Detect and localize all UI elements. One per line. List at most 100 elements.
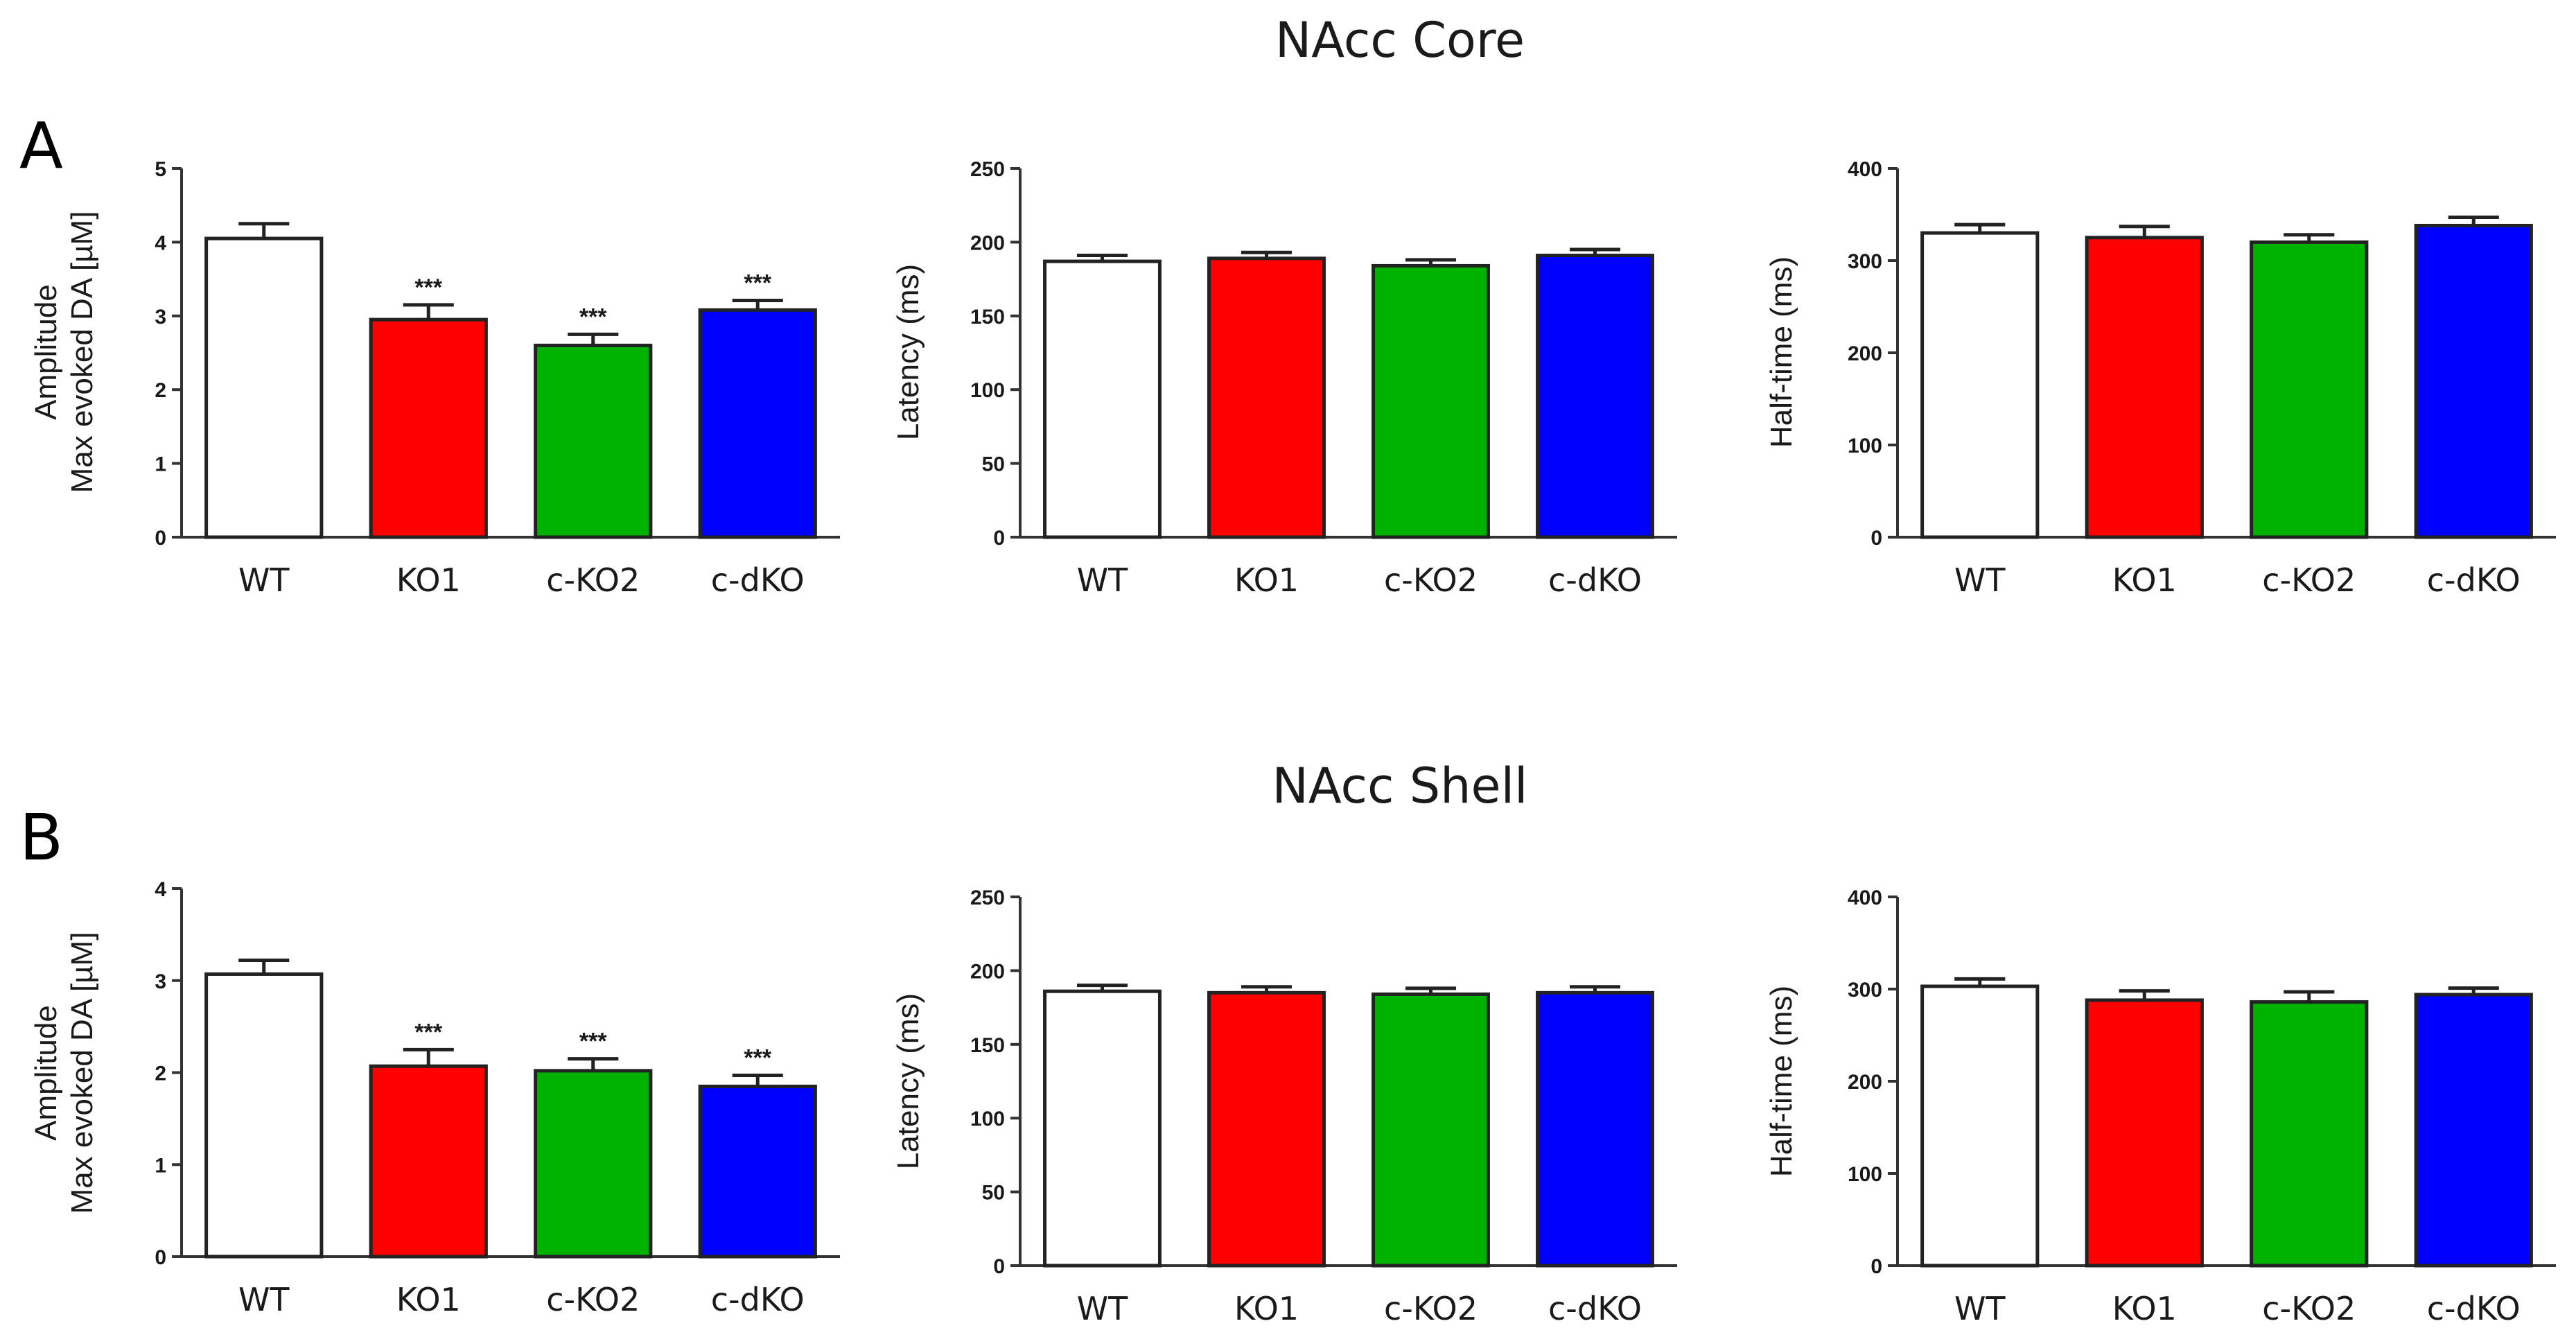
- significance-label: ***: [744, 270, 771, 296]
- y-tick-label: 100: [1848, 1163, 1882, 1186]
- significance-label: ***: [744, 1045, 771, 1071]
- bar-c-ko2: [534, 1069, 653, 1259]
- y-tick-label: 1: [155, 1154, 166, 1177]
- chart-3: 0 100 200 300 400 Half-time (ms) WT KO1 c-KO2 c-d…: [1764, 158, 2556, 599]
- bar-wt: [1043, 989, 1162, 1268]
- y-tick-label: 200: [1848, 342, 1882, 365]
- x-category-label: c-dKO: [1548, 561, 1642, 599]
- bar-wt: [204, 972, 324, 1259]
- bar-c-dko: [1536, 990, 1654, 1268]
- y-tick-label: 100: [970, 1108, 1005, 1130]
- y-axis-label: Half-time (ms): [1764, 256, 1798, 448]
- x-category-label: c-KO2: [1384, 561, 1478, 599]
- y-tick-label: 0: [993, 1255, 1005, 1278]
- bar-wt: [1043, 259, 1162, 539]
- row-title-core: NAcc Core: [1275, 12, 1525, 69]
- bar-c-dko: [1536, 254, 1654, 539]
- x-category-label: KO1: [1234, 1290, 1299, 1327]
- y-tick-label: 4: [155, 231, 166, 254]
- x-category-label: c-KO2: [546, 561, 640, 599]
- bar-c-ko2: [1372, 992, 1490, 1268]
- y-tick-label: 0: [155, 1246, 166, 1269]
- y-tick-label: 150: [970, 306, 1005, 329]
- y-tick-label: 5: [155, 158, 166, 181]
- y-tick-label: 200: [970, 231, 1005, 254]
- y-axis-label-line: Amplitude: [29, 1005, 63, 1141]
- chart-4: 0 1 2 3 4 Amplitude Max evoked DA [µM] WT *** KO1…: [29, 878, 840, 1318]
- y-axis-label: Latency (ms): [891, 264, 925, 440]
- x-category-label: KO1: [2112, 1290, 2177, 1327]
- y-tick-label: 200: [1848, 1071, 1882, 1094]
- bar-c-dko: [2414, 223, 2533, 539]
- chart-2: 0 50 100 150 200 250 Latency (ms) WT KO1 c-KO2 c-d…: [891, 158, 1677, 599]
- y-tick-label: 100: [970, 379, 1005, 402]
- bar-c-ko2: [2250, 240, 2369, 539]
- y-tick-label: 300: [1848, 250, 1882, 273]
- x-category-label: c-KO2: [2262, 561, 2356, 599]
- bar-wt: [1920, 984, 2040, 1268]
- y-tick-label: 3: [155, 970, 166, 993]
- y-tick-label: 50: [982, 1182, 1005, 1205]
- significance-label: ***: [579, 304, 607, 330]
- x-category-label: c-KO2: [1384, 1290, 1478, 1327]
- bar-wt: [204, 236, 324, 539]
- x-category-label: WT: [238, 1281, 290, 1318]
- bar-ko1: [1207, 990, 1326, 1268]
- panel-letter-b: B: [19, 801, 63, 875]
- x-category-label: KO1: [396, 561, 461, 599]
- y-axis-label-line: Half-time (ms): [1764, 986, 1798, 1177]
- chart-6: 0 100 200 300 400 Half-time (ms) WT KO1 c-KO2 c-d…: [1764, 886, 2556, 1327]
- x-category-label: WT: [1077, 1290, 1128, 1327]
- y-tick-label: 4: [155, 878, 166, 901]
- y-tick-label: 0: [1870, 1255, 1882, 1278]
- y-axis-label-line: Latency (ms): [891, 993, 925, 1169]
- x-category-label: WT: [1954, 1290, 2006, 1327]
- chart-5: 0 50 100 150 200 250 Latency (ms) WT KO1 c-KO2 c-d…: [891, 886, 1677, 1327]
- x-category-label: KO1: [396, 1281, 461, 1318]
- y-tick-label: 400: [1848, 158, 1882, 181]
- bar-ko1: [1207, 256, 1326, 539]
- x-category-label: WT: [1954, 561, 2006, 599]
- x-category-label: KO1: [1234, 561, 1299, 599]
- x-category-label: c-dKO: [1548, 1290, 1642, 1327]
- y-axis-label-line: Max evoked DA [µM]: [65, 932, 99, 1214]
- y-tick-label: 150: [970, 1034, 1005, 1057]
- significance-label: ***: [414, 1019, 442, 1045]
- x-category-label: c-dKO: [711, 561, 805, 599]
- bar-c-dko: [2414, 993, 2533, 1268]
- bar-ko1: [2085, 998, 2204, 1268]
- x-category-label: c-dKO: [2427, 1290, 2521, 1327]
- y-axis-label: Amplitude Max evoked DA [µM]: [29, 211, 99, 493]
- bar-c-ko2: [1372, 263, 1490, 539]
- y-tick-label: 3: [155, 306, 166, 329]
- y-tick-label: 200: [970, 960, 1005, 983]
- bar-wt: [1920, 231, 2040, 539]
- y-tick-label: 0: [1870, 527, 1882, 550]
- bar-c-ko2: [534, 343, 653, 539]
- x-category-label: KO1: [2112, 561, 2177, 599]
- x-category-label: c-KO2: [2262, 1290, 2356, 1327]
- y-axis-label-line: Amplitude: [29, 284, 63, 420]
- bar-c-ko2: [2250, 1000, 2369, 1268]
- y-tick-label: 400: [1848, 886, 1882, 909]
- y-tick-label: 100: [1848, 435, 1882, 457]
- panel-letter-a: A: [19, 109, 63, 183]
- y-axis-label-line: Half-time (ms): [1764, 256, 1798, 448]
- x-category-label: c-dKO: [2427, 561, 2521, 599]
- bar-ko1: [2085, 236, 2204, 539]
- bar-ko1: [369, 1064, 488, 1259]
- y-tick-label: 250: [970, 886, 1005, 909]
- x-category-label: c-KO2: [546, 1281, 640, 1318]
- bar-c-dko: [698, 308, 817, 539]
- y-axis-label: Latency (ms): [891, 993, 925, 1169]
- y-axis-label-line: Latency (ms): [891, 264, 925, 440]
- significance-label: ***: [414, 274, 442, 301]
- row-title-shell: NAcc Shell: [1272, 758, 1527, 814]
- y-tick-label: 2: [155, 379, 166, 402]
- x-category-label: WT: [238, 561, 290, 599]
- bar-ko1: [369, 317, 488, 539]
- y-tick-label: 2: [155, 1063, 166, 1085]
- y-tick-label: 1: [155, 453, 166, 476]
